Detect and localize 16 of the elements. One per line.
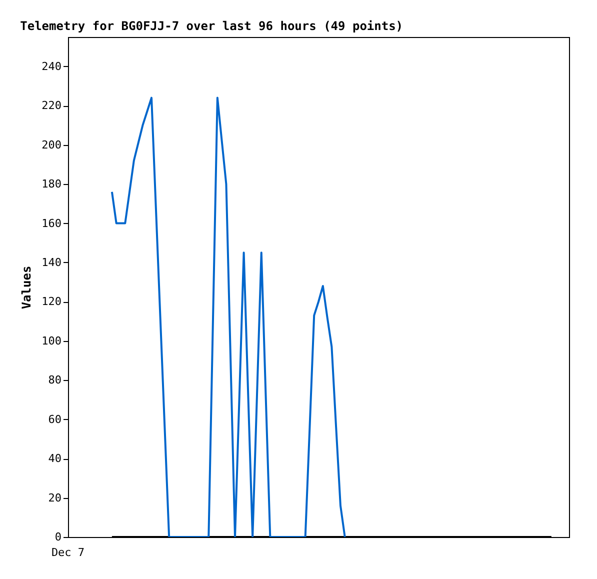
y-axis-title: Values <box>20 266 34 310</box>
y-tick-label: 180 <box>42 178 62 191</box>
y-tick-label: 0 <box>54 530 62 544</box>
y-tick-label: 40 <box>48 452 62 466</box>
y-tick-label: 140 <box>42 256 62 269</box>
y-tick-label: 160 <box>42 216 62 230</box>
y-tick-label: 20 <box>48 491 62 504</box>
y-tick-label: 60 <box>48 412 62 426</box>
text: Dec 7 <box>51 546 85 559</box>
y-tick-label: 100 <box>42 334 62 348</box>
y-tick-label: 220 <box>42 99 62 112</box>
y-tick-label: 200 <box>42 138 62 152</box>
y-tick-label: 240 <box>42 60 62 73</box>
y-tick-label: 120 <box>42 295 62 308</box>
chart-title: Telemetry for BG0FJJ-7 over last 96 hours (49 points) <box>20 19 404 33</box>
y-tick-label: 80 <box>48 374 62 387</box>
